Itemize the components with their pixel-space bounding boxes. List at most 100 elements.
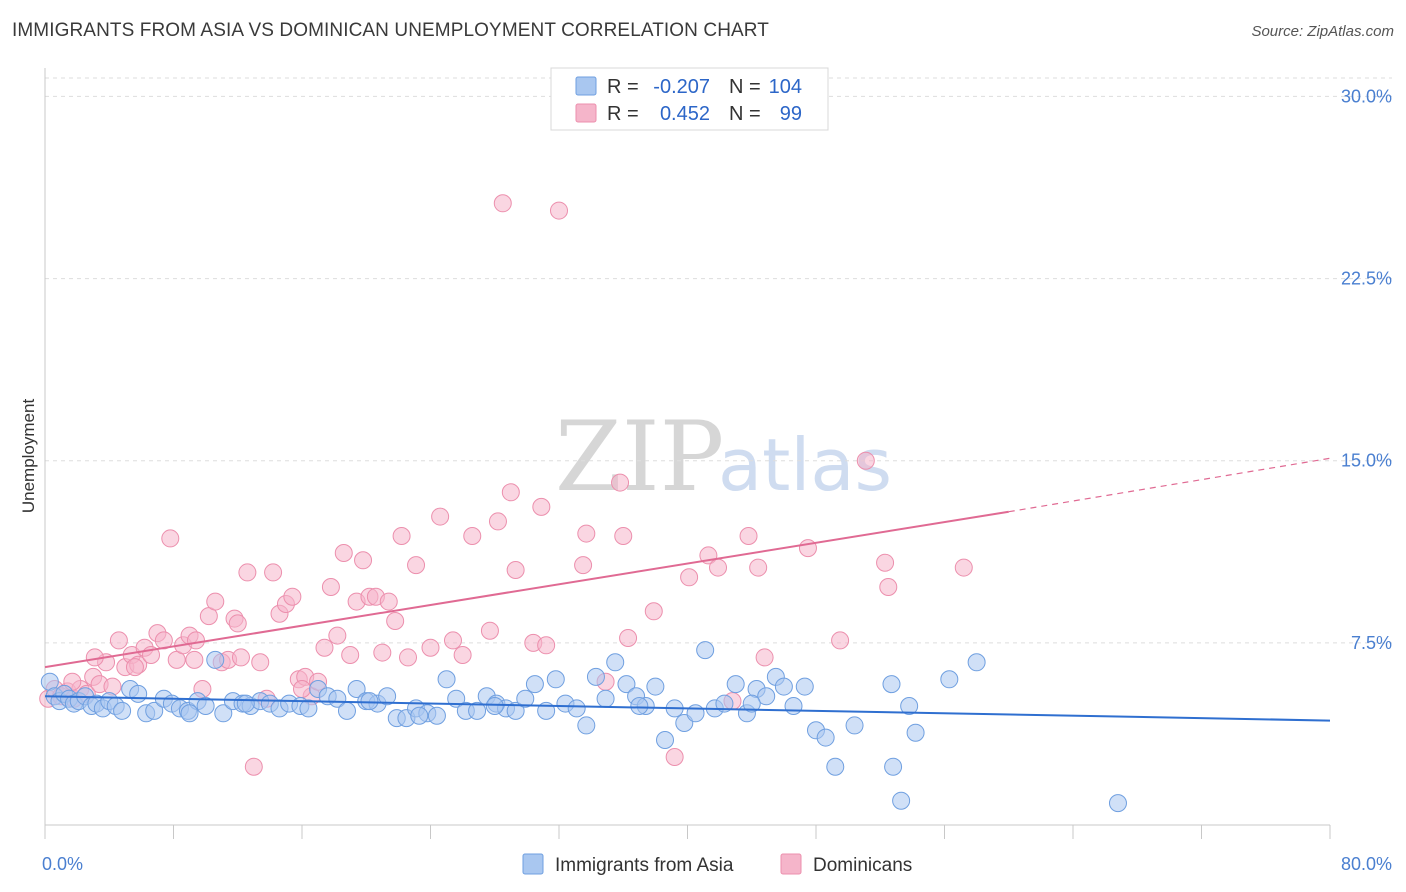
legend-r-value-2: 0.452 [660, 103, 710, 125]
source-label: Source: ZipAtlas.com [1251, 23, 1394, 40]
asia-point-92 [900, 697, 919, 715]
asia-point-98 [236, 694, 255, 713]
dominicans-point-62 [480, 621, 499, 640]
legend: R = -0.207 N = 104 R = 0.452 N = 99 [550, 67, 829, 131]
watermark-zip: ZIP [555, 401, 724, 513]
asia-point-64 [596, 689, 615, 708]
dominicans-point-45 [328, 626, 347, 645]
dominicans-point-47 [341, 646, 360, 664]
x-tick-label-1: 80.0% [1341, 854, 1392, 874]
dominicans-point-53 [379, 592, 398, 611]
legend-r-label-1: R = [607, 76, 639, 98]
dominicans-point-33 [251, 653, 270, 672]
dominicans-point-56 [399, 648, 418, 667]
asia-point-80 [757, 687, 776, 706]
y-tick-labels: 7.5% 15.0% 22.5% 30.0% [1341, 86, 1392, 652]
asia-point-77 [726, 675, 745, 694]
y-tick-label-3: 30.0% [1341, 86, 1392, 106]
dominicans-point-74 [611, 473, 630, 492]
bottom-legend-label-dominicans: Dominicans [813, 855, 912, 876]
dominicans-point-84 [749, 558, 768, 577]
legend-n-value-1: 104 [769, 76, 802, 98]
dominicans-point-69 [537, 636, 556, 655]
dominicans-point-77 [644, 602, 663, 621]
asia-point-49 [447, 689, 466, 708]
dominicans-point-52 [373, 643, 392, 662]
asia-point-100 [360, 692, 379, 711]
asia-point-83 [784, 697, 803, 715]
asia-point-63 [586, 667, 605, 686]
y-tick-label-1: 15.0% [1341, 451, 1392, 471]
dominicans-point-96 [228, 614, 247, 633]
asia-point-102 [630, 697, 649, 715]
asia-point-59 [546, 670, 565, 689]
dominicans-point-63 [488, 512, 507, 531]
asia-point-88 [845, 716, 864, 735]
dominicans-point-85 [755, 648, 774, 667]
legend-n-value-2: 99 [780, 103, 802, 125]
asia-point-103 [742, 694, 761, 713]
asia-point-39 [347, 680, 366, 698]
dominicans-point-79 [680, 568, 699, 587]
dominicans-point-55 [392, 527, 411, 545]
asia-point-13 [113, 701, 132, 720]
legend-n-label-2: N = [729, 103, 761, 125]
asia-point-51 [468, 701, 487, 720]
dominicans-point-61 [463, 527, 482, 545]
asia-point-25 [214, 704, 233, 723]
dominicans-point-59 [431, 507, 450, 526]
dominicans-point-49 [354, 551, 373, 570]
trend-line-1 [44, 510, 1009, 669]
dominicans-point-70 [550, 201, 568, 220]
asia-point-70 [656, 731, 675, 749]
dominicans-point-87 [831, 631, 850, 650]
asia-point-73 [686, 704, 705, 723]
asia-point-76 [715, 694, 734, 713]
dominicans-point-93 [293, 680, 311, 698]
asia-point-99 [180, 704, 199, 723]
dominicans-point-43 [315, 638, 334, 657]
asia-point-65 [606, 653, 625, 672]
dominicans-point-68 [532, 497, 551, 516]
series-dominicans [39, 194, 973, 776]
asia-point-91 [892, 791, 911, 810]
asia-point-56 [516, 689, 535, 708]
asia-point-89 [882, 675, 901, 694]
asia-point-61 [567, 699, 586, 718]
dominicans-point-76 [619, 629, 638, 647]
dominicans-point-30 [231, 648, 250, 667]
dominicans-point-66 [506, 561, 525, 579]
asia-point-82 [774, 677, 793, 696]
legend-n-label-1: N = [729, 76, 761, 98]
asia-point-47 [427, 706, 446, 725]
legend-box [550, 67, 829, 131]
asia-point-62 [577, 716, 596, 735]
trend-line-0 [44, 695, 1331, 722]
y-tick-label-2: 22.5% [1341, 269, 1392, 289]
asia-point-97 [410, 706, 429, 725]
dominicans-point-44 [321, 578, 340, 596]
asia-point-55 [506, 701, 525, 720]
dominicans-point-89 [876, 553, 895, 572]
dominicans-point-90 [879, 578, 898, 596]
legend-swatch-blue [575, 76, 597, 96]
dominicans-point-10 [103, 677, 122, 696]
trend-lines [44, 457, 1331, 722]
legend-r-label-2: R = [607, 103, 639, 125]
dominicans-point-54 [386, 612, 405, 630]
asia-point-38 [337, 701, 356, 720]
dominicans-point-32 [244, 757, 263, 776]
chart-title: IMMIGRANTS FROM ASIA VS DOMINICAN UNEMPL… [12, 20, 769, 41]
asia-point-93 [906, 723, 925, 742]
legend-swatch-pink [575, 103, 597, 123]
asia-point-74 [696, 641, 715, 660]
dominicans-point-94 [453, 646, 472, 664]
dominicans-point-19 [161, 529, 180, 548]
asia-point-101 [485, 697, 504, 715]
watermark: ZIP atlas [555, 401, 892, 513]
dominicans-point-91 [954, 558, 973, 577]
asia-point-37 [328, 689, 347, 708]
trend-line-extension-1 [1008, 457, 1331, 513]
asia-point-15 [129, 684, 148, 703]
